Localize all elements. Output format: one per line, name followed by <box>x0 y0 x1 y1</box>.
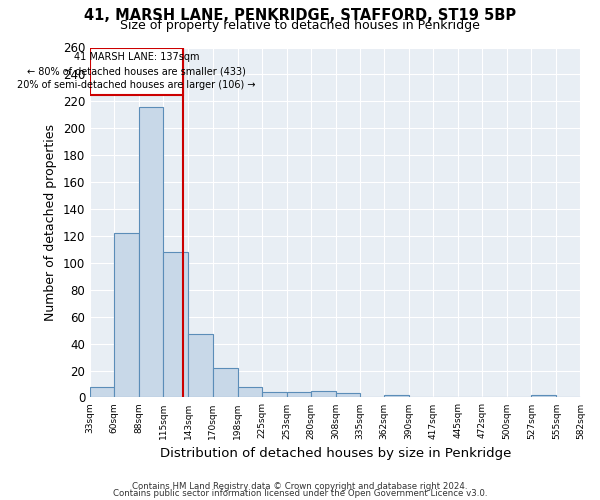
Bar <box>90 48 183 94</box>
Bar <box>212 368 238 398</box>
Bar <box>287 392 311 398</box>
Bar <box>139 106 163 398</box>
Bar <box>90 386 115 398</box>
Text: 41, MARSH LANE, PENKRIDGE, STAFFORD, ST19 5BP: 41, MARSH LANE, PENKRIDGE, STAFFORD, ST1… <box>84 8 516 22</box>
Bar <box>238 386 262 398</box>
Bar <box>336 394 360 398</box>
Text: Contains HM Land Registry data © Crown copyright and database right 2024.: Contains HM Land Registry data © Crown c… <box>132 482 468 491</box>
Y-axis label: Number of detached properties: Number of detached properties <box>44 124 58 321</box>
Text: Size of property relative to detached houses in Penkridge: Size of property relative to detached ho… <box>120 18 480 32</box>
Text: Contains public sector information licensed under the Open Government Licence v3: Contains public sector information licen… <box>113 489 487 498</box>
Text: 41 MARSH LANE: 137sqm
← 80% of detached houses are smaller (433)
20% of semi-det: 41 MARSH LANE: 137sqm ← 80% of detached … <box>17 52 256 90</box>
Bar <box>532 394 556 398</box>
Bar <box>311 390 336 398</box>
Bar <box>188 334 212 398</box>
Bar <box>384 394 409 398</box>
Bar <box>115 233 139 398</box>
Bar <box>163 252 188 398</box>
X-axis label: Distribution of detached houses by size in Penkridge: Distribution of detached houses by size … <box>160 447 511 460</box>
Bar <box>262 392 287 398</box>
